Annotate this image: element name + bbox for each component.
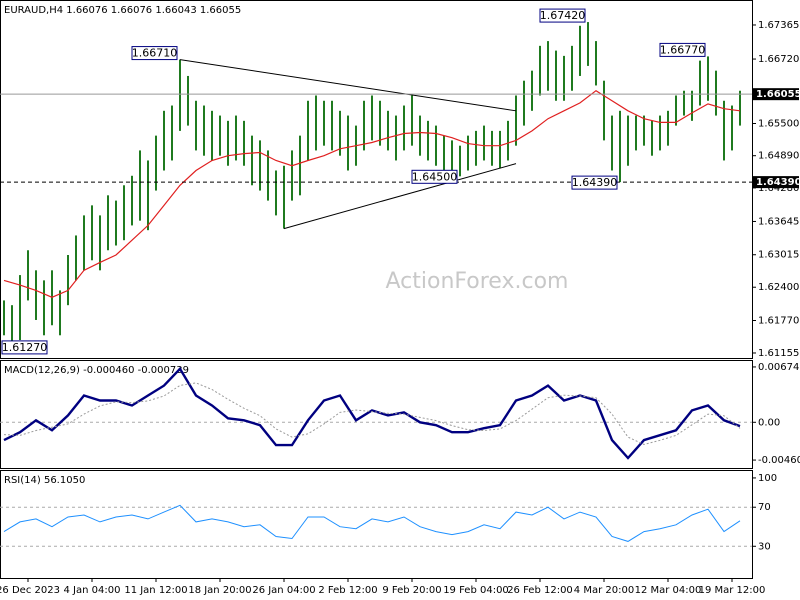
price-box-label: 1.66055 [756, 89, 800, 100]
panel-title: MACD(12,26,9) -0.000460 -0.000739 [4, 365, 189, 376]
moving-average [3, 89, 741, 298]
y-tick-label: 0.00 [758, 417, 780, 428]
y-tick-label: 1.64280 [758, 183, 799, 194]
annotation-box [659, 42, 706, 57]
panel-title: EURAUD,H4 1.66076 1.66076 1.66043 1.6605… [4, 5, 241, 16]
annotation-label: 1.64500 [412, 170, 458, 183]
watermark: ActionForex.com [386, 269, 569, 294]
annotation-box [411, 169, 458, 184]
x-tick-label: 26 Jan 04:00 [252, 585, 315, 596]
annotation-label: 1.66770 [660, 43, 706, 56]
y-tick-label: 1.63645 [758, 216, 799, 227]
trend-line [283, 163, 517, 230]
x-tick-label: 19 Feb 04:00 [443, 585, 509, 596]
indicator-line [3, 382, 741, 446]
x-tick-label: 26 Feb 12:00 [507, 585, 573, 596]
annotation-label: 1.66710 [132, 47, 178, 60]
annotation-box [1, 340, 48, 355]
trend-line [179, 59, 517, 112]
y-tick-label: 1.63015 [758, 250, 799, 261]
y-tick-label: 1.61770 [758, 315, 799, 326]
price-box-label: 1.64390 [756, 177, 800, 188]
y-tick-label: 1.66720 [758, 54, 799, 65]
x-tick-label: 26 Dec 2023 [0, 585, 60, 596]
annotation-box [571, 175, 618, 190]
annotation-label: 1.61270 [2, 341, 48, 354]
indicator-line [3, 366, 741, 460]
x-tick-label: 9 Feb 20:00 [382, 585, 441, 596]
annotation-box [131, 46, 178, 61]
y-tick-label: 30 [758, 541, 771, 552]
x-tick-label: 4 Mar 20:00 [574, 585, 634, 596]
x-tick-label: 4 Jan 04:00 [64, 585, 121, 596]
indicator-line [3, 504, 741, 542]
price-box [753, 88, 799, 101]
price-box [753, 176, 799, 189]
macd-panel [0, 360, 753, 469]
x-tick-label: 19 Mar 12:00 [699, 585, 766, 596]
y-tick-label: 1.61155 [758, 348, 799, 359]
y-tick-label: 1.62400 [758, 282, 799, 293]
y-tick-label: 1.65500 [758, 118, 799, 129]
rsi-panel [0, 470, 753, 579]
y-tick-label: 70 [758, 502, 771, 513]
y-tick-label: 1.64890 [758, 151, 799, 162]
y-tick-label: 1.67365 [758, 20, 799, 31]
annotation-box [539, 8, 586, 23]
x-tick-label: 11 Jan 12:00 [124, 585, 187, 596]
y-tick-label: 0.006743 [758, 362, 800, 373]
price-panel [0, 0, 753, 359]
annotation-label: 1.67420 [540, 9, 586, 22]
x-tick-label: 12 Mar 04:00 [635, 585, 702, 596]
x-tick-label: 2 Feb 12:00 [318, 585, 377, 596]
x-tick-label: 18 Jan 20:00 [188, 585, 251, 596]
y-tick-label: -0.004603 [758, 455, 800, 466]
panel-title: RSI(14) 56.1050 [4, 475, 85, 486]
y-tick-label: 100 [758, 473, 777, 484]
annotation-label: 1.64390 [572, 176, 618, 189]
